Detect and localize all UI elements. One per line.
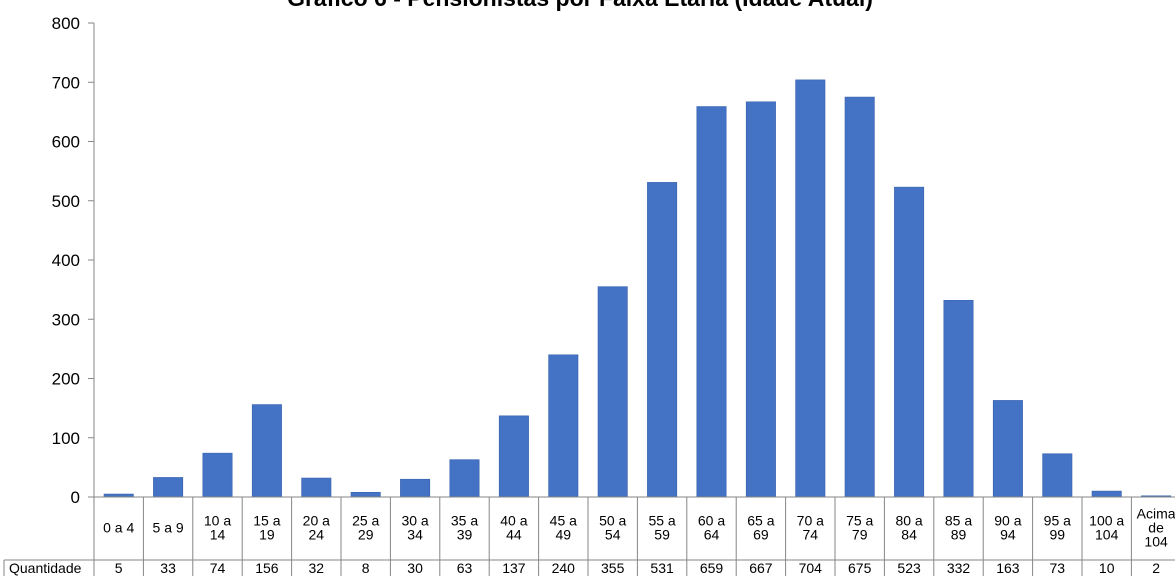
bar <box>745 101 776 498</box>
data-label: 163 <box>996 560 1020 576</box>
category-label: 0 a 4 <box>103 520 134 536</box>
bar <box>894 186 925 498</box>
y-tick-label: 700 <box>52 73 80 92</box>
bar <box>597 286 628 498</box>
bar <box>943 299 974 498</box>
category-label: 90 a 94 <box>994 513 1021 543</box>
data-label: 10 <box>1099 560 1115 576</box>
bar <box>992 400 1023 498</box>
chart-title: Gráfico 6 - Pensionistas por Faixa Etári… <box>287 0 873 11</box>
y-tick-label: 300 <box>52 310 80 329</box>
category-label: 70 a 74 <box>797 513 824 543</box>
bar <box>696 106 727 498</box>
bar <box>1042 453 1073 498</box>
category-label: 65 a 69 <box>747 513 774 543</box>
data-label: 704 <box>799 560 823 576</box>
data-label: 675 <box>848 560 872 576</box>
bar <box>548 354 579 498</box>
category-label: 30 a 34 <box>401 513 428 543</box>
table-row-label: Quantidade <box>9 560 82 576</box>
y-tick-label: 200 <box>52 370 80 389</box>
category-label: 80 a 84 <box>895 513 922 543</box>
category-label: 100 a 104 <box>1089 513 1124 543</box>
category-label: 35 a 39 <box>451 513 478 543</box>
y-tick-label: 400 <box>52 251 80 270</box>
data-label: 667 <box>749 560 773 576</box>
bar <box>202 452 233 498</box>
y-tick-label: 0 <box>71 488 80 507</box>
data-label: 137 <box>502 560 526 576</box>
data-label: 63 <box>457 560 473 576</box>
bar <box>400 478 431 498</box>
data-label: 531 <box>650 560 674 576</box>
category-label: 40 a 44 <box>500 513 527 543</box>
data-label: 33 <box>160 560 176 576</box>
y-axis: 0 100 200 300 400 500 600 700 800 <box>52 14 95 507</box>
data-label: 355 <box>601 560 625 576</box>
category-label: 95 a 99 <box>1044 513 1071 543</box>
category-label: 45 a 49 <box>550 513 577 543</box>
data-label: 156 <box>255 560 279 576</box>
data-label: 240 <box>552 560 576 576</box>
bars-group <box>103 79 1172 498</box>
data-label: 332 <box>947 560 971 576</box>
bar <box>251 404 282 498</box>
bar <box>153 477 184 498</box>
y-tick-label: 500 <box>52 192 80 211</box>
data-label: 73 <box>1050 560 1066 576</box>
category-label: 20 a 24 <box>303 513 330 543</box>
y-tick-label: 800 <box>52 14 80 33</box>
data-label: 5 <box>115 560 123 576</box>
data-label: 8 <box>362 560 370 576</box>
y-tick-label: 100 <box>52 429 80 448</box>
category-label: 55 a 59 <box>648 513 675 543</box>
data-label: 2 <box>1152 560 1160 576</box>
data-label: 523 <box>897 560 921 576</box>
bar <box>1091 490 1122 498</box>
category-label: 5 a 9 <box>153 520 184 536</box>
category-label: 15 a 19 <box>253 513 280 543</box>
data-label: 74 <box>210 560 226 576</box>
bar <box>301 477 332 498</box>
category-label: 85 a 89 <box>945 513 972 543</box>
category-label: 25 a 29 <box>352 513 379 543</box>
category-label: 10 a 14 <box>204 513 231 543</box>
bar <box>350 491 381 498</box>
bar <box>795 79 826 498</box>
category-label: Acima de 104 <box>1137 506 1175 550</box>
bar <box>844 96 875 498</box>
bar <box>498 415 529 498</box>
category-label: 50 a 54 <box>599 513 626 543</box>
category-label: 60 a 64 <box>698 513 725 543</box>
bar <box>647 182 678 498</box>
data-label: 659 <box>700 560 724 576</box>
data-label: 30 <box>407 560 423 576</box>
category-label: 75 a 79 <box>846 513 873 543</box>
y-tick-label: 600 <box>52 133 80 152</box>
data-label: 32 <box>309 560 325 576</box>
bar <box>449 459 480 498</box>
